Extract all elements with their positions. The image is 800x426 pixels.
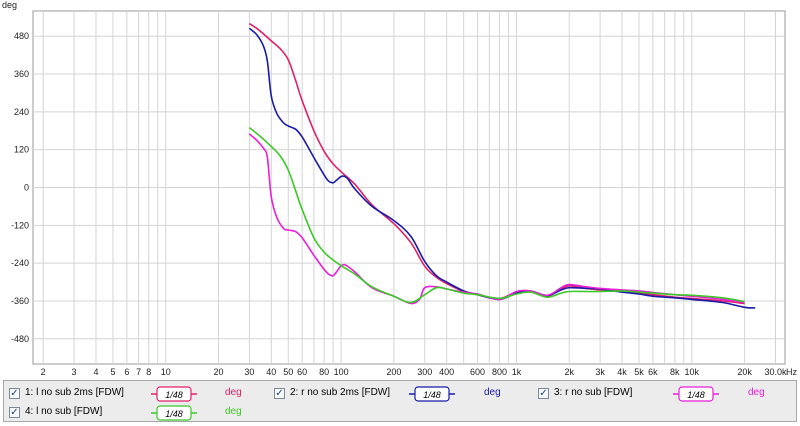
x-tick-label: 40 <box>266 367 276 377</box>
series-line-3 <box>248 133 745 305</box>
x-tick-label: 1k <box>512 367 522 377</box>
series-layer <box>248 22 756 309</box>
x-tick-label: 5k <box>634 367 644 377</box>
x-tick-label: 4 <box>93 367 98 377</box>
x-tick-label: 6 <box>124 367 129 377</box>
x-tick-label: 3k <box>595 367 605 377</box>
y-tick-label: -480 <box>11 334 29 344</box>
y-tick-labels: 480 360 240 120 0 -120 -240 -360 -480 <box>11 31 29 344</box>
x-axis-unit-label: Hz <box>786 367 797 377</box>
x-tick-label: 300 <box>417 367 432 377</box>
legend-label-1: 1: l no sub 2ms [FDW] <box>25 387 124 398</box>
y-tick-label: 360 <box>14 69 29 79</box>
x-tick-label: 5 <box>110 367 115 377</box>
legend-checkbox-3[interactable]: ✓ <box>538 388 549 399</box>
y-gridlines <box>33 35 785 340</box>
legend-unit-4: deg <box>225 406 242 417</box>
series-line-2 <box>248 27 756 309</box>
legend-smoothing-1: 1/48 <box>165 390 183 400</box>
x-tick-label: 800 <box>492 367 507 377</box>
y-tick-label: 240 <box>14 107 29 117</box>
legend-checkbox-4[interactable]: ✓ <box>9 407 20 418</box>
legend-unit-2: deg <box>484 387 501 398</box>
legend-unit-3: deg <box>748 387 765 398</box>
legend-checkbox-2[interactable]: ✓ <box>274 388 285 399</box>
y-axis-label: deg <box>2 0 17 10</box>
y-tick-label: -120 <box>11 220 29 230</box>
x-tick-label: 7 <box>136 367 141 377</box>
x-tick-label: 20 <box>214 367 224 377</box>
x-tick-label: 50 <box>283 367 293 377</box>
x-tick-label: 8 <box>146 367 151 377</box>
legend-smoothing-4: 1/48 <box>165 409 183 419</box>
x-tick-label: 600 <box>470 367 485 377</box>
x-tick-label: 400 <box>439 367 454 377</box>
y-tick-label: 0 <box>24 183 29 193</box>
legend-swatch-3[interactable]: 1/48 <box>673 385 719 403</box>
x-tick-label: 2 <box>41 367 46 377</box>
legend-panel: ✓ 1: l no sub 2ms [FDW] 1/48 deg ✓ 2: r … <box>3 380 797 422</box>
x-tick-label: 200 <box>386 367 401 377</box>
legend-item-1[interactable]: ✓ 1: l no sub 2ms [FDW] 1/48 deg <box>9 385 269 403</box>
legend-smoothing-3: 1/48 <box>687 390 705 400</box>
x-tick-label: 30.0k <box>764 367 787 377</box>
x-tick-label: 6k <box>648 367 658 377</box>
legend-item-3[interactable]: ✓ 3: r no sub [FDW] 1/48 deg <box>538 385 793 403</box>
x-tick-label: 4k <box>617 367 627 377</box>
legend-label-4: 4: l no sub [FDW] <box>25 406 103 417</box>
legend-item-4[interactable]: ✓ 4: l no sub [FDW] 1/48 deg <box>9 404 269 422</box>
x-tick-label: 30 <box>244 367 254 377</box>
y-tick-label: 120 <box>14 145 29 155</box>
x-tick-label: 2k <box>564 367 574 377</box>
x-tick-label: 20k <box>737 367 752 377</box>
y-tick-label: -240 <box>11 258 29 268</box>
x-tick-labels: 2 3 4 5 6 7 8 10 20 30 40 50 60 80 100 200 300 400 600 800 1… <box>41 367 787 377</box>
y-tick-label: 480 <box>14 31 29 41</box>
legend-swatch-1[interactable]: 1/48 <box>151 385 197 403</box>
legend-swatch-4[interactable]: 1/48 <box>151 404 197 422</box>
x-tick-label: 10k <box>685 367 700 377</box>
x-tick-label: 10 <box>161 367 171 377</box>
legend-checkbox-1[interactable]: ✓ <box>9 388 20 399</box>
x-tick-label: 3 <box>72 367 77 377</box>
legend-unit-1: deg <box>225 387 242 398</box>
legend-item-2[interactable]: ✓ 2: r no sub 2ms [FDW] 1/48 deg <box>274 385 534 403</box>
x-tick-label: 100 <box>334 367 349 377</box>
legend-label-2: 2: r no sub 2ms [FDW] <box>290 387 391 398</box>
legend-swatch-2[interactable]: 1/48 <box>409 385 455 403</box>
x-tick-label: 80 <box>319 367 329 377</box>
x-tick-label: 60 <box>297 367 307 377</box>
y-tick-label: -360 <box>11 296 29 306</box>
series-line-4 <box>248 126 745 304</box>
x-tick-label: 8k <box>670 367 680 377</box>
legend-label-3: 3: r no sub [FDW] <box>554 387 633 398</box>
legend-smoothing-2: 1/48 <box>423 390 441 400</box>
